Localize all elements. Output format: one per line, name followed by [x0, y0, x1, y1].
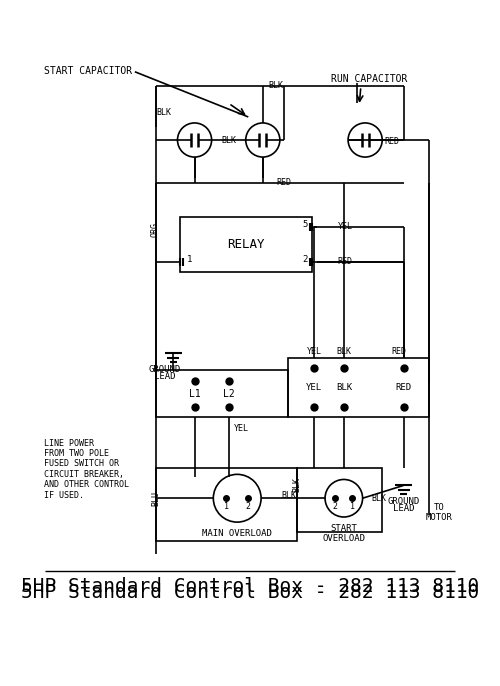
Text: BLK: BLK — [281, 491, 296, 500]
Bar — [288, 357, 429, 417]
Text: LINE POWER
FROM TWO POLE
FUSED SWITCH OR
CIRCUIT BREAKER,
AND OTHER CONTROL
IF U: LINE POWER FROM TWO POLE FUSED SWITCH OR… — [44, 438, 128, 499]
Text: ORG: ORG — [150, 222, 159, 237]
Text: L1: L1 — [188, 389, 200, 399]
Bar — [180, 217, 312, 272]
Text: 5HP Standard Control Box - 282 113 8110: 5HP Standard Control Box - 282 113 8110 — [21, 582, 479, 602]
Text: BLK: BLK — [221, 136, 236, 145]
Text: 1: 1 — [350, 501, 355, 510]
Text: RUN CAPACITOR: RUN CAPACITOR — [331, 74, 407, 84]
Text: 5: 5 — [302, 220, 308, 229]
Text: BLK: BLK — [371, 494, 386, 503]
Text: YEL: YEL — [338, 222, 353, 231]
Text: L2: L2 — [223, 389, 234, 399]
Bar — [156, 370, 288, 417]
Text: RED: RED — [338, 257, 353, 266]
Text: LEAD: LEAD — [393, 504, 414, 513]
Text: START
OVERLOAD: START OVERLOAD — [322, 524, 366, 543]
Text: 1: 1 — [224, 501, 229, 510]
Text: RED: RED — [396, 383, 411, 392]
Text: BLK: BLK — [156, 108, 171, 117]
Bar — [297, 469, 382, 532]
Bar — [156, 469, 297, 541]
Text: 2: 2 — [246, 501, 250, 510]
Text: YEL: YEL — [306, 347, 322, 356]
Text: GROUND: GROUND — [388, 497, 420, 506]
Text: BLU: BLU — [152, 490, 160, 506]
Text: BLK: BLK — [336, 383, 352, 392]
Text: RED: RED — [276, 178, 291, 187]
Text: YEL: YEL — [234, 424, 249, 433]
Text: GROUND: GROUND — [148, 365, 181, 374]
Text: 2: 2 — [302, 255, 308, 264]
Text: RELAY: RELAY — [228, 238, 265, 251]
Text: TO
MOTOR: TO MOTOR — [426, 503, 453, 522]
Text: MAIN OVERLOAD: MAIN OVERLOAD — [202, 529, 272, 538]
Text: YEL: YEL — [306, 383, 322, 392]
Text: RED: RED — [384, 137, 399, 146]
Text: BLK: BLK — [268, 81, 283, 90]
Text: 1: 1 — [187, 255, 192, 264]
Text: RED: RED — [392, 347, 407, 356]
Text: LEAD: LEAD — [154, 372, 176, 381]
Text: START CAPACITOR: START CAPACITOR — [44, 66, 132, 75]
Text: BLK: BLK — [292, 477, 302, 492]
Text: 5HP Standard Control Box - 282 113 8110: 5HP Standard Control Box - 282 113 8110 — [21, 577, 479, 595]
Text: 2: 2 — [333, 501, 338, 510]
Text: BLK: BLK — [336, 347, 351, 356]
